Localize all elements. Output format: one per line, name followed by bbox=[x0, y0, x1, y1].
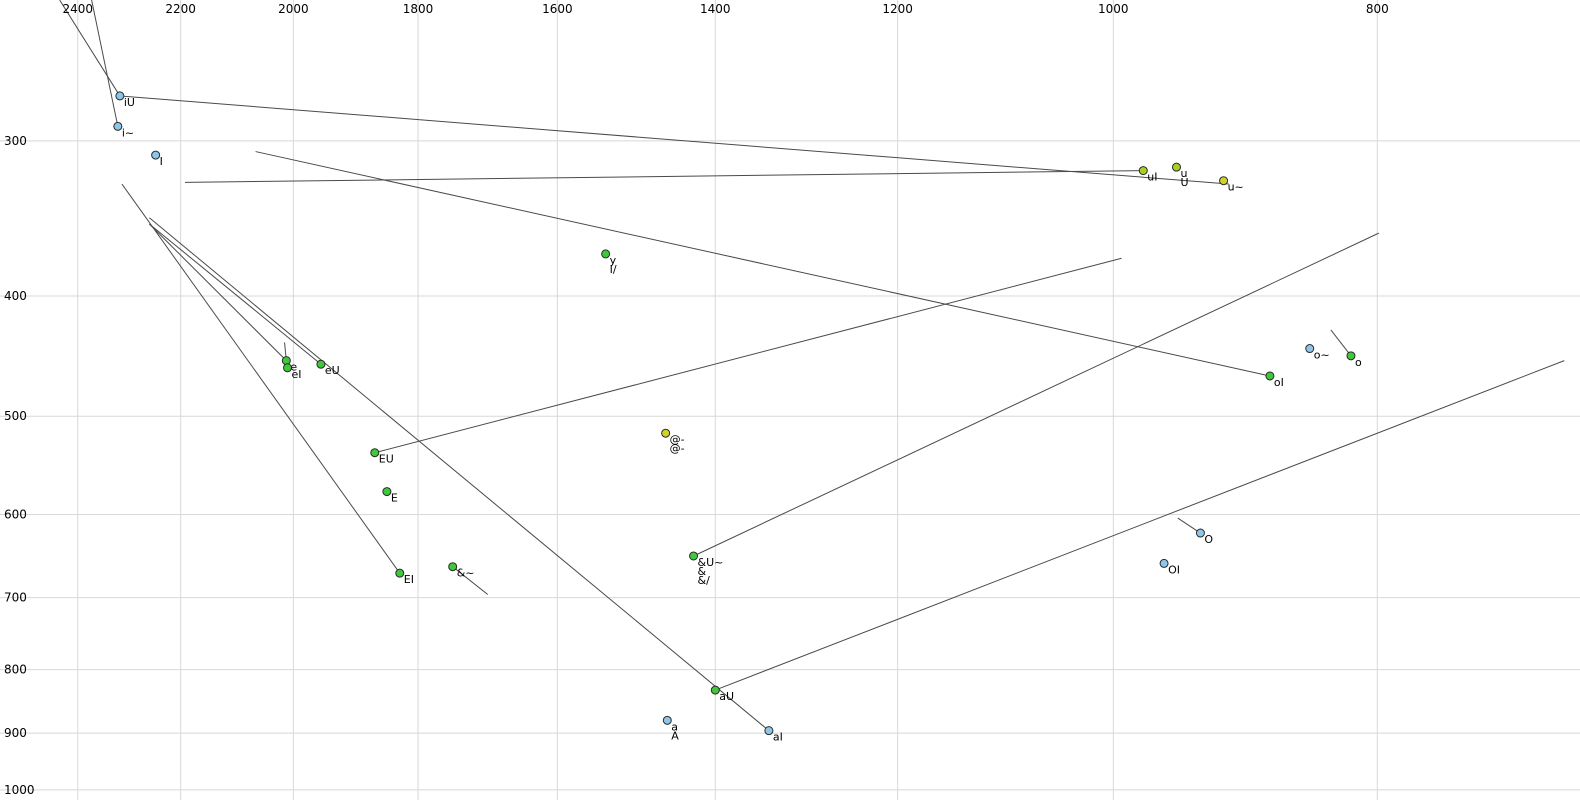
vowel-label: uI bbox=[1147, 171, 1157, 184]
vowel-label: I/ bbox=[610, 263, 617, 276]
vowel-point[interactable] bbox=[316, 359, 326, 369]
y-axis-tick-label: 900 bbox=[4, 726, 27, 740]
vowel-label: y bbox=[610, 254, 617, 267]
vowel-point[interactable] bbox=[113, 121, 123, 131]
vowel-point[interactable] bbox=[764, 726, 774, 736]
vowel-point[interactable] bbox=[710, 685, 720, 695]
formant-trajectory-line bbox=[149, 217, 770, 732]
vowel-label: EU bbox=[379, 453, 394, 466]
formant-trajectory-line bbox=[255, 151, 1271, 377]
vowel-label: i~ bbox=[122, 126, 134, 139]
formant-trajectory-line bbox=[1330, 329, 1352, 357]
formant-trajectory-line bbox=[184, 170, 1144, 183]
formant-trajectory-line bbox=[374, 257, 1122, 454]
vowel-label: &~ bbox=[457, 567, 475, 580]
formant-trajectory-line bbox=[1177, 517, 1201, 534]
y-axis-tick-label: 300 bbox=[4, 134, 27, 148]
y-axis-tick-label: 600 bbox=[4, 508, 27, 522]
formant-trajectory-line bbox=[91, 0, 119, 127]
vowel-point[interactable] bbox=[382, 487, 392, 497]
vowel-label: E bbox=[391, 492, 398, 505]
vowel-label: iU bbox=[124, 96, 135, 109]
x-axis-tick-label: 2400 bbox=[62, 2, 93, 16]
vowel-label: @- bbox=[670, 442, 685, 455]
vowel-point[interactable] bbox=[661, 428, 671, 438]
formant-trajectory-line bbox=[119, 95, 1229, 185]
vowel-label: &U~ bbox=[698, 556, 724, 569]
vowel-label: a bbox=[671, 720, 678, 733]
formant-trajectory-line bbox=[693, 232, 1379, 557]
y-axis-tick-label: 1000 bbox=[4, 783, 35, 797]
vowel-point[interactable] bbox=[601, 249, 611, 259]
vowel-label: o bbox=[1355, 356, 1362, 369]
vowel-label: O bbox=[1204, 533, 1213, 546]
vowel-label: aI bbox=[773, 731, 783, 744]
vowel-point[interactable] bbox=[1305, 344, 1315, 354]
vowel-label: oI bbox=[1274, 376, 1284, 389]
vowel-label: eU bbox=[325, 364, 340, 377]
x-axis-tick-label: 2200 bbox=[165, 2, 196, 16]
vowel-label: u bbox=[1180, 167, 1187, 180]
vowel-label: @- bbox=[670, 433, 685, 446]
y-axis-tick-label: 400 bbox=[4, 289, 27, 303]
vowel-label: A bbox=[671, 729, 679, 742]
vowel-label: OI bbox=[1168, 563, 1180, 576]
x-axis-tick-label: 1400 bbox=[700, 2, 731, 16]
vowel-label: I bbox=[160, 155, 163, 168]
vowel-point[interactable] bbox=[282, 363, 292, 373]
x-axis-tick-label: 1000 bbox=[1098, 2, 1129, 16]
vowel-label: U bbox=[1180, 176, 1188, 189]
vowel-point[interactable] bbox=[1219, 176, 1229, 186]
formant-trajectory-line bbox=[715, 360, 1565, 691]
x-axis-tick-label: 1600 bbox=[542, 2, 573, 16]
vowel-label: &/ bbox=[698, 574, 711, 587]
vowel-label: EI bbox=[404, 573, 414, 586]
vowel-point[interactable] bbox=[151, 150, 161, 160]
vowel-point[interactable] bbox=[1159, 558, 1169, 568]
vowel-point[interactable] bbox=[689, 551, 699, 561]
formant-trajectory-line bbox=[59, 0, 121, 97]
vowel-point[interactable] bbox=[395, 568, 405, 578]
formant-trajectory-line bbox=[149, 223, 322, 365]
formant-trajectory-line bbox=[148, 223, 287, 361]
y-axis-tick-label: 700 bbox=[4, 591, 27, 605]
x-axis-tick-label: 2000 bbox=[278, 2, 309, 16]
vowel-label: & bbox=[698, 565, 707, 578]
vowel-point[interactable] bbox=[1346, 351, 1356, 361]
x-axis-tick-label: 1200 bbox=[882, 2, 913, 16]
vowel-label: o~ bbox=[1314, 349, 1330, 362]
vowel-point[interactable] bbox=[1138, 166, 1148, 176]
vowel-point[interactable] bbox=[115, 91, 125, 101]
vowel-label: u~ bbox=[1228, 181, 1244, 194]
y-axis-tick-label: 800 bbox=[4, 663, 27, 677]
y-axis-tick-label: 500 bbox=[4, 409, 27, 423]
vowel-point[interactable] bbox=[448, 562, 458, 572]
vowel-label: e bbox=[290, 361, 297, 374]
vowel-point[interactable] bbox=[662, 715, 672, 725]
vowel-label: aU bbox=[719, 690, 734, 703]
formant-trajectory-line bbox=[121, 183, 401, 574]
formant-trajectory-line bbox=[452, 566, 489, 595]
vowel-point[interactable] bbox=[370, 448, 380, 458]
x-axis-tick-label: 1800 bbox=[403, 2, 434, 16]
vowel-point[interactable] bbox=[1171, 162, 1181, 172]
vowel-point[interactable] bbox=[1195, 528, 1205, 538]
vowel-label: eI bbox=[291, 368, 301, 381]
x-axis-tick-label: 800 bbox=[1366, 2, 1389, 16]
vowel-point[interactable] bbox=[1265, 371, 1275, 381]
